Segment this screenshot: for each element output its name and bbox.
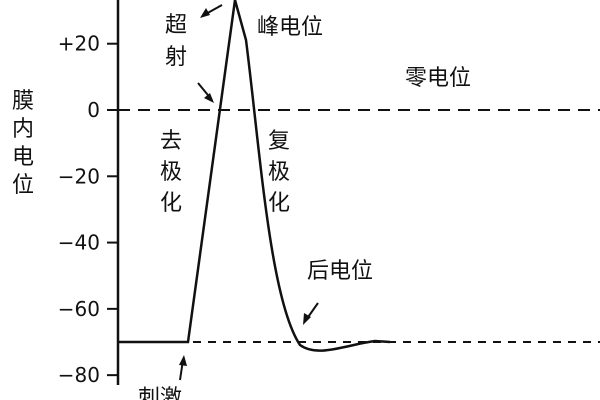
- svg-text:膜内电位: 膜内电位: [12, 89, 34, 198]
- zero-label: 零电位: [405, 66, 471, 91]
- action-potential-curve: [118, 0, 391, 352]
- y-tick-label: −60: [58, 297, 100, 321]
- stimulus-arrow: [179, 355, 187, 381]
- y-tick-label: −40: [58, 231, 100, 255]
- y-tick-label: +20: [58, 32, 100, 56]
- svg-text:超射: 超射: [165, 13, 187, 70]
- y-tick-label: 0: [87, 98, 100, 122]
- after-potential-label: 后电位: [307, 259, 373, 284]
- stimulus-label: 刺激: [138, 386, 182, 400]
- y-tick-label: −80: [58, 363, 100, 387]
- svg-text:复极化: 复极化: [268, 129, 290, 216]
- svg-text:去极化: 去极化: [160, 129, 182, 216]
- y-axis-label: 膜内电位: [12, 89, 34, 198]
- y-ticks: +20 0 −20 −40 −60 −80: [58, 32, 118, 387]
- peak-label: 峰电位: [257, 15, 323, 40]
- y-tick-label: −20: [58, 164, 100, 188]
- peak-arrow: [200, 4, 223, 18]
- depolarization-label: 去极化: [160, 129, 182, 216]
- overshoot-label: 超射: [165, 13, 187, 70]
- overshoot-arrow: [197, 82, 214, 103]
- after-potential-arrow: [303, 302, 319, 325]
- repolarization-label: 复极化: [268, 129, 290, 216]
